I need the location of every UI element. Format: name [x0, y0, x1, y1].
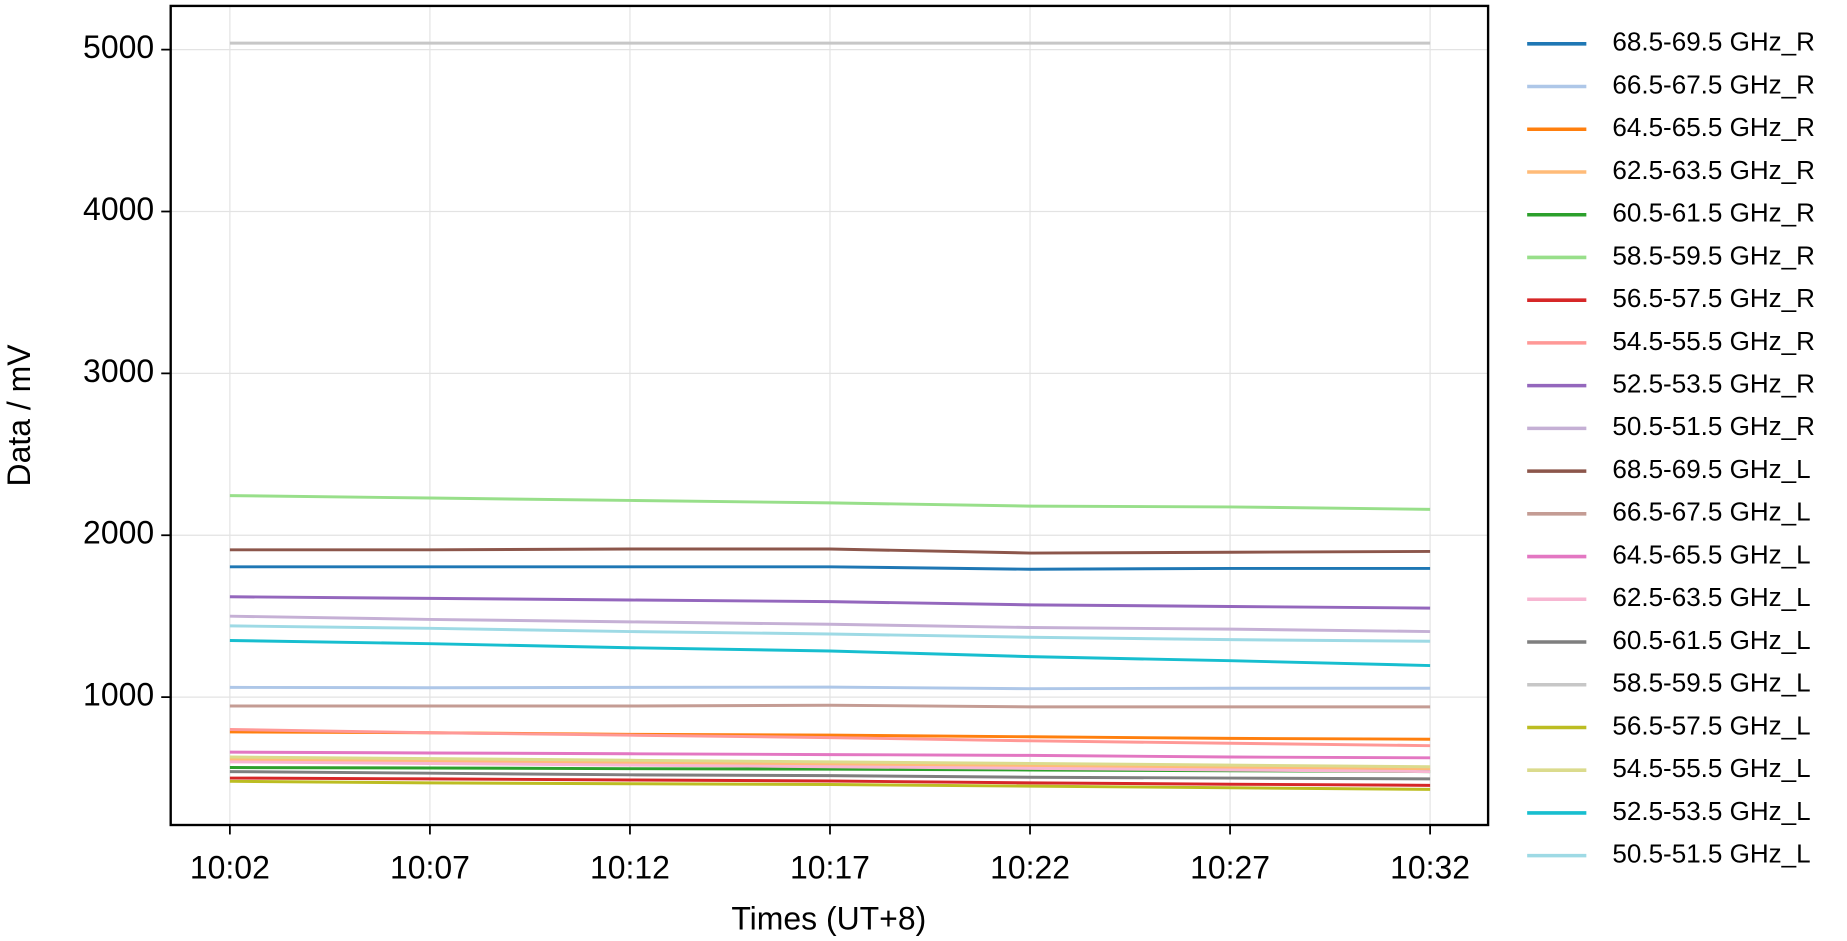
series-line: [229, 779, 1431, 791]
series-line: [229, 565, 1431, 571]
series-line: [229, 703, 1431, 709]
legend-label: 66.5-67.5 GHz_L: [1612, 497, 1810, 527]
series-line: [229, 638, 1431, 668]
series-line: [229, 750, 1431, 760]
series-line: [229, 614, 1431, 634]
y-tick-label: 1000: [83, 677, 154, 713]
x-tick-label: 10:32: [1390, 849, 1470, 885]
series-line: [229, 685, 1431, 691]
legend-label: 64.5-65.5 GHz_L: [1612, 539, 1810, 569]
legend-label: 68.5-69.5 GHz_L: [1612, 454, 1810, 484]
legend-label: 68.5-69.5 GHz_R: [1612, 27, 1815, 57]
series-line: [229, 595, 1431, 610]
legend-label: 52.5-53.5 GHz_R: [1612, 369, 1815, 399]
legend-label: 62.5-63.5 GHz_R: [1612, 155, 1815, 185]
y-tick-label: 2000: [83, 515, 154, 551]
x-tick-label: 10:17: [790, 849, 870, 885]
legend-label: 62.5-63.5 GHz_L: [1612, 582, 1810, 612]
y-axis-label: Data / mV: [1, 344, 37, 487]
series-line: [229, 547, 1431, 555]
plot-frame: [169, 4, 1490, 827]
legend-label: 54.5-55.5 GHz_L: [1612, 753, 1810, 783]
series-line: [229, 776, 1431, 787]
x-axis-label: Times (UT+8): [731, 900, 926, 936]
y-tick-label: 4000: [83, 191, 154, 227]
legend-label: 66.5-67.5 GHz_R: [1612, 69, 1815, 99]
series-line: [229, 494, 1431, 511]
legend-label: 58.5-59.5 GHz_L: [1612, 668, 1810, 698]
x-tick-label: 10:07: [390, 849, 470, 885]
legend-label: 56.5-57.5 GHz_R: [1612, 283, 1815, 313]
legend-label: 56.5-57.5 GHz_L: [1612, 710, 1810, 740]
series-line: [229, 760, 1431, 774]
x-tick-label: 10:02: [190, 849, 270, 885]
series-line: [229, 624, 1431, 643]
x-tick-label: 10:22: [990, 849, 1070, 885]
legend-label: 60.5-61.5 GHz_L: [1612, 625, 1810, 655]
y-tick-label: 5000: [83, 29, 154, 65]
series-line: [229, 757, 1431, 771]
legend-label: 58.5-59.5 GHz_R: [1612, 240, 1815, 270]
series-line: [229, 755, 1431, 769]
legend-label: 60.5-61.5 GHz_R: [1612, 198, 1815, 228]
x-tick-label: 10:27: [1190, 849, 1270, 885]
series-line: [229, 728, 1431, 748]
legend-label: 50.5-51.5 GHz_L: [1612, 839, 1810, 869]
y-tick-label: 3000: [83, 353, 154, 389]
legend-label: 54.5-55.5 GHz_R: [1612, 326, 1815, 356]
legend-label: 50.5-51.5 GHz_R: [1612, 411, 1815, 441]
x-tick-label: 10:12: [590, 849, 670, 885]
legend-label: 52.5-53.5 GHz_L: [1612, 796, 1810, 826]
series-line: [229, 770, 1431, 781]
legend-label: 64.5-65.5 GHz_R: [1612, 112, 1815, 142]
